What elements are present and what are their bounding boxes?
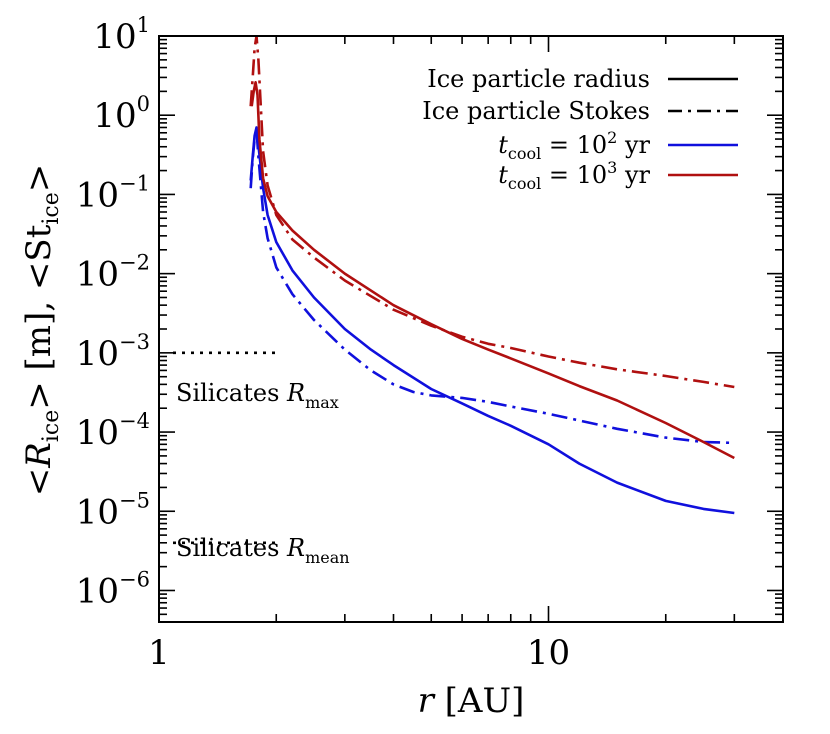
legend: Ice particle radius Ice particle Stokes … [422,65,738,193]
legend-mid: = 10 [541,131,607,159]
series-line-3 [249,36,735,389]
series-line-0 [249,126,735,515]
annotation-var: R [286,379,305,407]
y-tick-label: 10−1 [76,171,150,215]
tick-label-layer: 1 10 101 100 10−1 10−2 10−3 10−4 10−5 10−6 [76,13,570,673]
annotation-pre: Silicates [176,534,287,562]
x-tick-label: 1 [148,633,170,673]
annotation-var: R [286,534,305,562]
plot-frame [158,35,784,623]
legend-mid: = 10 [541,161,607,189]
annotation-silicates-rmean: Silicates Rmean [176,534,350,567]
y-axis-var: R [19,442,59,469]
y-tick-label: 10−2 [76,251,150,295]
legend-unit: yr [617,161,650,189]
y-tick-label: 100 [93,92,150,136]
legend-sub: cool [508,144,541,163]
y-axis-part: > [m], <St [19,224,59,409]
series-line-2 [250,81,735,460]
annotation-sub: max [305,393,339,412]
legend-sup: 3 [607,158,617,177]
legend-sup: 2 [607,128,617,147]
y-tick-label: 10−3 [76,330,150,374]
y-tick-label: 10−4 [76,409,150,453]
y-axis-sub: ice [39,410,64,442]
x-tick-label: 10 [527,633,570,673]
legend-label-radius: Ice particle radius [427,65,650,93]
legend-label-stokes: Ice particle Stokes [422,97,650,125]
y-tick-label: 101 [93,13,150,57]
y-tick-label: 10−6 [76,567,150,611]
series-line-1 [249,128,735,445]
legend-var: t [498,161,508,189]
annotation-pre: Silicates [176,379,287,407]
y-axis-sub: ice [39,192,64,224]
legend-unit: yr [617,131,650,159]
y-axis-part: < [19,468,59,497]
tick-layer [158,35,784,623]
y-tick-label: 10−5 [76,488,150,532]
legend-label-tcool-1e2: tcool = 102 yr [498,128,650,163]
legend-sub: cool [508,174,541,193]
y-axis-title: <Rice> [m], <Stice> [19,164,64,497]
series-layer [249,36,735,515]
annotation-silicates-rmax: Silicates Rmax [176,379,339,412]
x-axis-title: r [AU] [418,681,525,721]
legend-label-tcool-1e3: tcool = 103 yr [498,158,650,193]
x-axis-var: r [418,681,436,721]
annotation-sub: mean [305,548,349,567]
y-axis-part: > [19,164,59,193]
x-axis-unit: [AU] [434,681,525,721]
legend-var: t [498,131,508,159]
